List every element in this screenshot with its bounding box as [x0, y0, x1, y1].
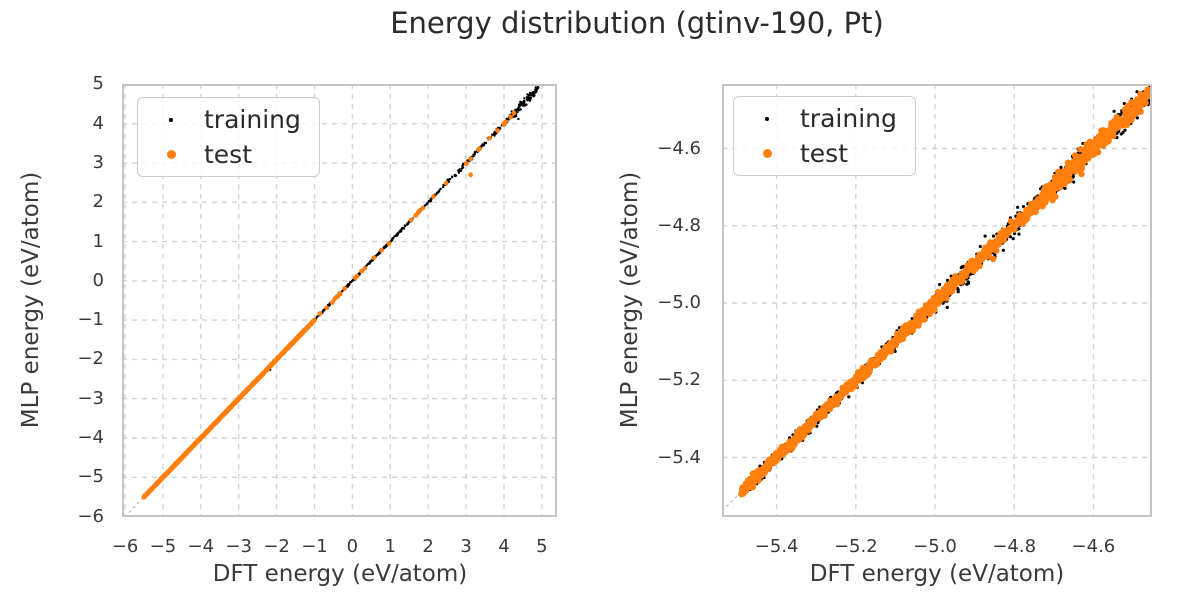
x-tick-label: −1: [301, 536, 328, 557]
y-tick-label: 4: [92, 112, 104, 134]
legend-label-test: test: [800, 139, 849, 168]
x-tick-label: −4.8: [992, 536, 1037, 557]
right-xaxis-label: DFT energy (eV/atom): [809, 561, 1065, 587]
x-tick-label: −5: [149, 536, 177, 557]
training-marker-icon: [169, 117, 173, 122]
left-legend: training test: [137, 97, 320, 177]
x-tick-label: −2: [263, 536, 290, 557]
y-tick-label: −3: [77, 387, 104, 409]
legend-entry-test: test: [138, 137, 319, 172]
right-legend: training test: [733, 96, 916, 176]
y-tick-label: 1: [92, 230, 104, 252]
test-marker-icon: [166, 150, 176, 159]
y-tick-label: −5.0: [657, 292, 701, 313]
x-tick-label: 0: [346, 536, 359, 557]
scatter-test: [738, 86, 1152, 498]
x-tick-label: 4: [498, 536, 510, 557]
x-tick-label: −6: [111, 536, 139, 557]
x-tick-label: −4.6: [1071, 536, 1116, 557]
figure-title: Energy distribution (gtinv-190, Pt): [390, 6, 884, 40]
y-tick-label: −6: [77, 505, 104, 527]
y-tick-label: −4: [77, 427, 104, 449]
legend-label-training: training: [204, 105, 301, 134]
left-yaxis-label: MLP energy (eV/atom): [18, 171, 44, 429]
legend-entry-training: training: [734, 101, 915, 136]
x-tick-label: 1: [384, 536, 396, 557]
x-tick-label: −5.0: [913, 536, 957, 557]
y-tick-label: −4.8: [657, 214, 701, 236]
x-tick-label: 5: [536, 536, 548, 557]
y-tick-label: 5: [92, 73, 104, 95]
x-tick-label: −3: [225, 536, 252, 557]
plot-border: [122, 84, 557, 517]
legend-label-test: test: [204, 140, 253, 169]
y-tick-label: 0: [92, 269, 104, 291]
plot-border: [722, 84, 1152, 517]
test-marker-icon: [762, 149, 772, 158]
y-tick-label: −5.2: [657, 369, 701, 391]
legend-label-training: training: [800, 104, 897, 133]
y-tick-label: −5: [77, 466, 104, 488]
legend-entry-training: training: [138, 102, 319, 137]
scatter-test: [141, 110, 517, 500]
y-tick-label: −5.4: [657, 446, 701, 468]
y-tick-label: 2: [92, 191, 104, 213]
x-tick-label: −5.2: [833, 536, 878, 557]
right-plot-canvas: [722, 84, 1152, 517]
right-yaxis-label: MLP energy (eV/atom): [617, 171, 643, 429]
legend-entry-test: test: [734, 136, 915, 171]
y-tick-label: −2: [77, 348, 104, 370]
grid-lines: [122, 84, 557, 517]
y-tick-label: −4.6: [657, 137, 701, 159]
training-marker-icon: [765, 116, 769, 121]
x-tick-label: 3: [460, 536, 472, 557]
left-plot-canvas: [122, 84, 557, 517]
y-tick-label: 3: [92, 151, 104, 173]
left-xaxis-label: DFT energy (eV/atom): [212, 561, 468, 587]
y-tick-label: −1: [77, 309, 104, 331]
x-tick-label: 2: [422, 536, 434, 557]
x-tick-label: −5.4: [754, 536, 799, 557]
x-tick-label: −4: [187, 536, 215, 557]
